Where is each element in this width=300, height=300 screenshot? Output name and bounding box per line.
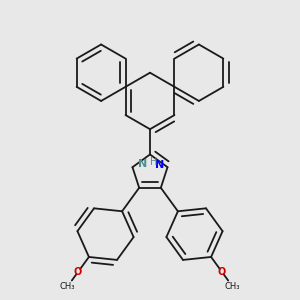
Text: O: O: [74, 267, 82, 277]
Text: O: O: [218, 267, 226, 277]
Text: CH₃: CH₃: [225, 282, 240, 291]
Text: N: N: [155, 160, 164, 170]
Text: CH₃: CH₃: [60, 282, 75, 291]
Text: H: H: [150, 157, 157, 167]
Text: N: N: [138, 159, 147, 169]
